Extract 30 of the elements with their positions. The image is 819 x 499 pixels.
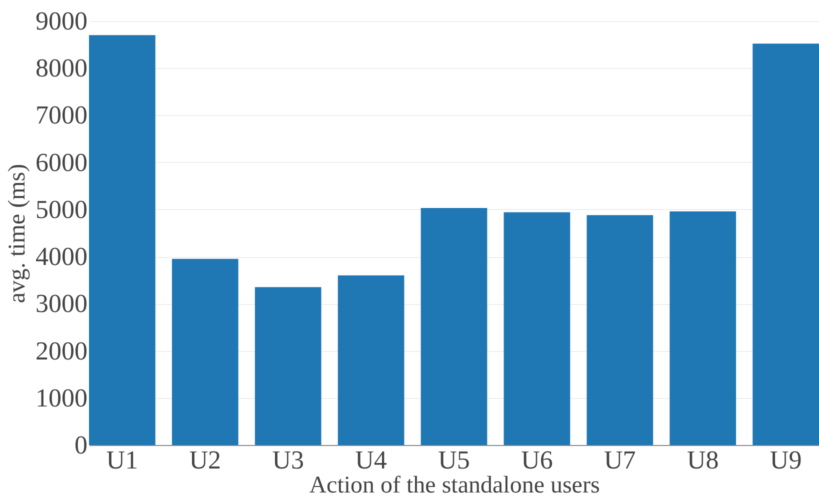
x-tick-label: U2 [189, 446, 222, 474]
bar [670, 211, 736, 445]
x-tick-label: U7 [604, 446, 636, 474]
y-tick-label: 3000 [36, 289, 88, 318]
x-tick-label: U5 [438, 446, 470, 474]
x-tick-label: U9 [770, 446, 802, 474]
x-tick-label: U6 [521, 446, 553, 474]
x-axis-title: Action of the standalone users [309, 472, 600, 498]
x-tick-label: U1 [106, 446, 138, 474]
y-tick-label: 4000 [36, 242, 88, 272]
bar [420, 208, 488, 445]
y-axis-title: avg. time (ms) [4, 164, 30, 304]
bar [504, 212, 570, 445]
bar [89, 35, 156, 445]
bar [752, 44, 819, 445]
y-tick-label: 0 [74, 430, 88, 460]
y-tick-label: 8000 [36, 54, 88, 83]
bar [172, 258, 238, 445]
x-tick-label: U3 [272, 446, 304, 474]
y-tick-label: 2000 [36, 336, 88, 366]
x-tick-label: U4 [355, 446, 387, 474]
y-tick-label: 5000 [36, 194, 88, 224]
y-tick-label: 9000 [36, 6, 88, 36]
x-tick-label: U8 [686, 446, 719, 474]
y-tick-label: 1000 [36, 383, 88, 412]
y-tick-label: 6000 [36, 148, 88, 177]
bar [586, 215, 654, 445]
y-tick-label: 7000 [36, 100, 88, 130]
bar [254, 287, 322, 445]
bar [338, 275, 404, 445]
